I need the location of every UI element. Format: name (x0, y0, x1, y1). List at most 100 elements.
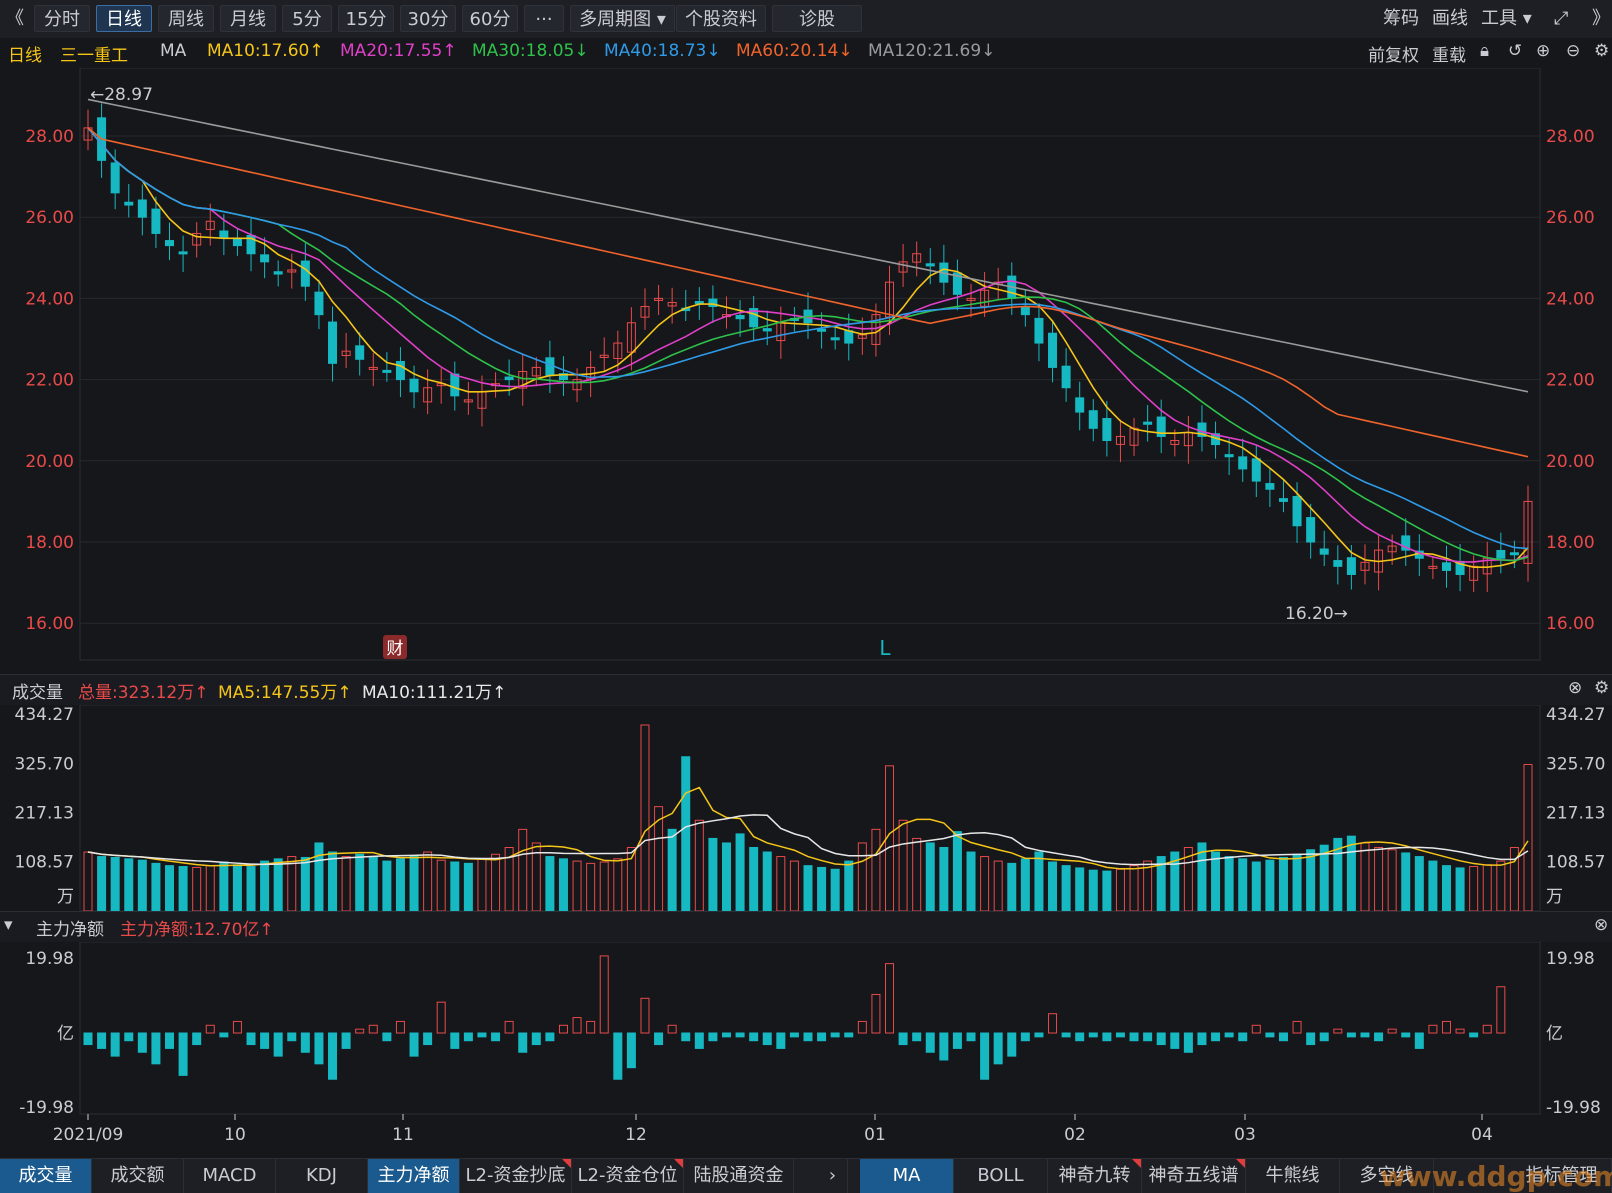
volume-bar (1224, 856, 1234, 912)
tab-60min[interactable]: 60分 (462, 5, 518, 32)
ma30-line (87, 127, 1529, 562)
close-panel-icon[interactable]: ⊗ (1568, 678, 1583, 698)
stock-profile-button[interactable]: 个股资料 (676, 5, 766, 32)
tools-menu-button[interactable]: 工具 ▾ (1481, 8, 1532, 29)
tab-weekly[interactable]: 周线 (158, 5, 214, 32)
multi-period-button[interactable]: 多周期图 ▾ (570, 5, 675, 32)
netflow-bar (830, 1032, 840, 1038)
close-panel-icon[interactable]: ⊗ (1594, 915, 1609, 935)
fullscreen-icon[interactable]: ⤢ (1554, 8, 1569, 29)
indicator-tab-4[interactable]: 主力净额 (368, 1159, 460, 1193)
volume-bar (287, 856, 297, 912)
netflow-bar (626, 1032, 636, 1069)
double-chevron-left-icon[interactable]: 《 (6, 8, 24, 29)
candle-body (1401, 535, 1411, 551)
price-tick-left: 20.00 (25, 452, 74, 472)
tab-30min[interactable]: 30分 (400, 5, 456, 32)
tab-monthly[interactable]: 月线 (220, 5, 276, 32)
netflow-bar (83, 1032, 93, 1046)
candle-body (694, 301, 704, 305)
volume-bar (980, 856, 990, 912)
ma120-value: MA120:21.69↓ (868, 41, 996, 61)
draw-line-button[interactable]: 画线 (1432, 8, 1468, 29)
kline-chart[interactable]: 28.00 28.00 26.00 26.00 24.00 24.00 22.00 22.00… (0, 68, 1612, 1158)
volume-bar (871, 828, 881, 912)
volume-bar (667, 828, 677, 912)
double-chevron-right-icon[interactable]: 》 (1592, 8, 1610, 29)
indicator-tab-5[interactable]: L2-资金抄底 (460, 1159, 572, 1193)
netflow-bar (1156, 1032, 1166, 1046)
diagnose-button[interactable]: 诊股 (772, 5, 862, 32)
netflow-bar (97, 1032, 107, 1049)
candle-body (952, 272, 962, 295)
date-label: 01 (864, 1125, 886, 1145)
netflow-bar (1428, 1024, 1438, 1034)
candle-body (273, 271, 283, 275)
candle-body (382, 369, 392, 373)
indicator-tab-3[interactable]: KDJ (276, 1159, 368, 1193)
indicator-tab-7[interactable]: 陆股通资金 (684, 1159, 794, 1193)
volume-bar (1428, 860, 1438, 912)
flag-icon (674, 1159, 683, 1168)
overlay-tab-4[interactable]: 牛熊线 (1246, 1159, 1340, 1193)
netflow-bar (1211, 1032, 1221, 1042)
netflow-bar (1020, 1032, 1030, 1042)
indicator-name[interactable]: MA (160, 41, 187, 61)
zoom-in-icon[interactable]: ⊕ (1536, 41, 1551, 61)
lock-icon[interactable]: 🔒︎ (1480, 41, 1490, 61)
netflow-bar (857, 1020, 867, 1034)
indicator-tab-6[interactable]: L2-资金仓位 (572, 1159, 684, 1193)
netflow-bar (586, 1020, 596, 1034)
volume-bar (545, 856, 555, 912)
volume-bar (314, 842, 324, 912)
volume-bar (939, 846, 949, 912)
netflow-bar (436, 1001, 446, 1034)
undo-icon[interactable]: ↺ (1508, 41, 1523, 61)
indicator-tab-0[interactable]: 成交量 (0, 1159, 92, 1193)
candle-body (1360, 561, 1370, 571)
price-tick-right: 24.00 (1546, 289, 1595, 309)
indicator-tab-1[interactable]: 成交额 (92, 1159, 184, 1193)
candle-body (1496, 549, 1506, 559)
candle-body (599, 354, 609, 358)
tab-fenshi[interactable]: 分时 (34, 5, 90, 32)
volume-bar (789, 860, 799, 912)
overlay-tab-0[interactable]: MA (860, 1159, 954, 1193)
overlay-tab-3[interactable]: 神奇五线谱 (1142, 1159, 1246, 1193)
volume-bar (273, 858, 283, 912)
tab-15min[interactable]: 15分 (338, 5, 394, 32)
candle-body (1265, 483, 1275, 490)
candle-body (1048, 332, 1058, 368)
chevron-right-icon[interactable]: › (818, 1159, 848, 1193)
netflow-panel-frame (79, 941, 1541, 1115)
candle-body (830, 337, 840, 341)
date-label: 02 (1064, 1125, 1086, 1145)
volume-bar (205, 865, 215, 912)
zoom-out-icon[interactable]: ⊖ (1566, 41, 1581, 61)
tab-5min[interactable]: 5分 (282, 5, 332, 32)
gear-icon[interactable]: ⚙ (1594, 678, 1610, 698)
candle-body (1251, 458, 1261, 482)
indicator-tab-2[interactable]: MACD (184, 1159, 276, 1193)
reload-button[interactable]: 重载 (1432, 46, 1466, 66)
ma20-line (87, 127, 1529, 563)
tab-daily[interactable]: 日线 (96, 5, 152, 32)
volume-bar (192, 866, 202, 912)
volume-bar (409, 856, 419, 912)
candle-body (531, 366, 541, 377)
chip-distribution-button[interactable]: 筹码 (1383, 8, 1419, 29)
forward-adjust-button[interactable]: 前复权 (1368, 46, 1419, 66)
overlay-tab-2[interactable]: 神奇九转 (1048, 1159, 1142, 1193)
gear-icon[interactable]: ⚙ (1594, 41, 1610, 61)
collapse-panel-icon[interactable]: ▾ (4, 915, 13, 935)
netflow-bar (640, 997, 650, 1034)
netflow-bar (572, 1017, 582, 1034)
candle-body (450, 373, 460, 397)
overlay-tab-5[interactable]: 多空线 (1340, 1159, 1434, 1193)
more-periods-button[interactable]: ··· (524, 5, 564, 32)
flag-icon (1132, 1159, 1141, 1168)
volume-bar (1360, 842, 1370, 912)
overlay-tab-1[interactable]: BOLL (954, 1159, 1048, 1193)
volume-bar (749, 846, 759, 912)
candle-body (1156, 416, 1166, 437)
